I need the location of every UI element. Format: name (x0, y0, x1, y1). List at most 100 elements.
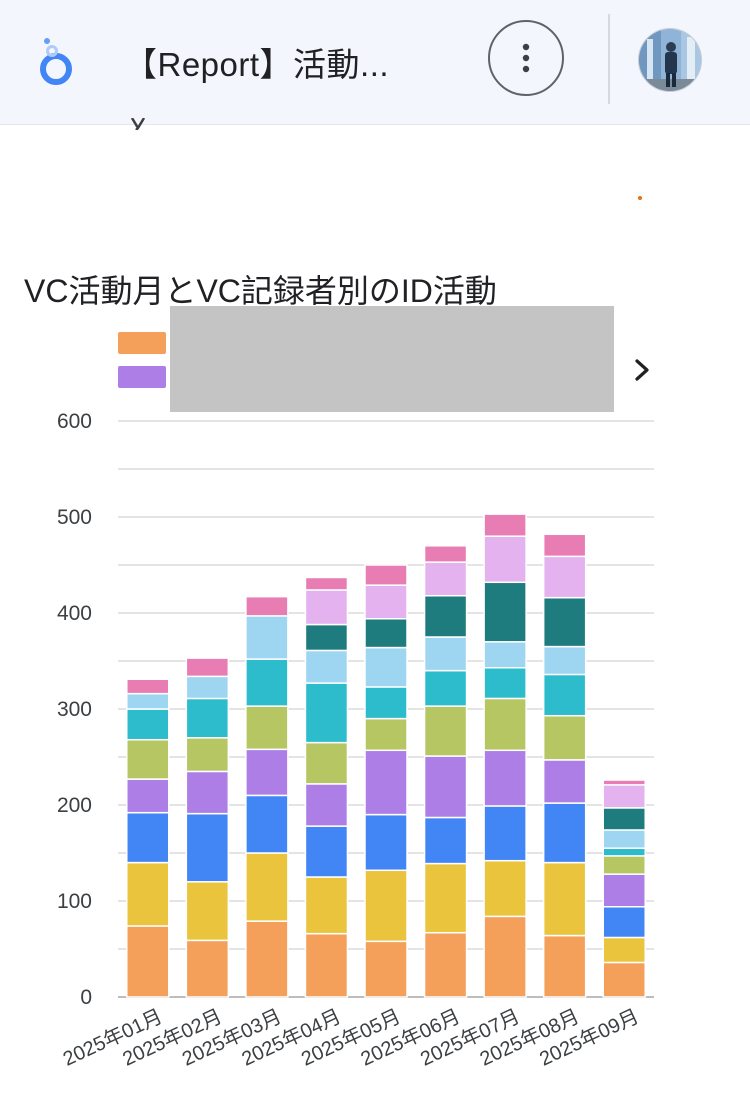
bar-segment[interactable] (483, 805, 527, 862)
bar-segment[interactable] (483, 535, 527, 584)
bar-segment[interactable] (185, 881, 230, 942)
bar-segment[interactable] (364, 717, 408, 752)
bar-segment[interactable] (542, 645, 587, 676)
bar-segment[interactable] (483, 859, 527, 918)
bar-segment[interactable] (423, 669, 468, 707)
bar-segment[interactable] (304, 876, 349, 935)
more-options-button[interactable] (488, 20, 564, 96)
bar-segment[interactable] (364, 584, 408, 620)
bar-segment[interactable] (126, 778, 170, 814)
bar-segment[interactable] (483, 513, 527, 537)
indicator-dot (638, 196, 642, 200)
bar-segment[interactable] (126, 678, 170, 695)
bar-segment[interactable] (602, 807, 646, 831)
bar-segment[interactable] (364, 869, 408, 943)
bar-segment[interactable] (304, 623, 349, 652)
bar-segment[interactable] (483, 581, 527, 643)
bar-segment[interactable] (304, 932, 349, 998)
bar-segment[interactable] (245, 658, 289, 707)
bar-segment[interactable] (423, 636, 468, 672)
bar-segment[interactable] (602, 829, 646, 849)
bar-segment[interactable] (364, 686, 408, 720)
bar-segment[interactable] (364, 813, 408, 872)
bar-segment[interactable] (364, 940, 408, 998)
bar-segment[interactable] (185, 812, 230, 883)
bar-segment[interactable] (126, 811, 170, 864)
bar-segment[interactable] (423, 862, 468, 934)
bar-segment[interactable] (364, 646, 408, 688)
bar-segment[interactable] (542, 759, 587, 804)
bar-segment[interactable] (423, 705, 468, 757)
y-tick-label: 400 (57, 602, 92, 625)
bar-segment[interactable] (602, 779, 646, 786)
bar-segment[interactable] (245, 920, 289, 998)
bar-segment[interactable] (602, 855, 646, 875)
bar-segment[interactable] (483, 666, 527, 700)
user-avatar[interactable] (638, 28, 702, 92)
bar-segment[interactable] (185, 657, 230, 678)
bar-segment[interactable] (245, 595, 289, 617)
bar-segment[interactable] (304, 682, 349, 744)
chevron-right-icon[interactable] (628, 352, 656, 388)
bar-segment[interactable] (364, 749, 408, 816)
bar-segment[interactable] (364, 618, 408, 649)
bar-segment[interactable] (602, 961, 646, 998)
bar-segment[interactable] (126, 692, 170, 710)
bar-segment[interactable] (304, 649, 349, 684)
bar-segment[interactable] (304, 825, 349, 878)
bar-segment[interactable] (483, 749, 527, 807)
bar-segment[interactable] (423, 561, 468, 597)
bar-segment[interactable] (602, 873, 646, 908)
bar-segment[interactable] (602, 936, 646, 964)
bar-segment[interactable] (185, 770, 230, 815)
bar-segment[interactable] (304, 576, 349, 591)
bar-segment[interactable] (602, 784, 646, 809)
bar-segment[interactable] (185, 939, 230, 998)
bar-segment[interactable] (185, 697, 230, 739)
app-bar-divider (608, 14, 610, 104)
scrolled-text-fragment-icon (130, 118, 146, 130)
bar-segment[interactable] (126, 708, 170, 741)
bar-segment[interactable] (542, 714, 587, 761)
bar-segment[interactable] (542, 596, 587, 648)
bar-segment[interactable] (542, 555, 587, 599)
bar-segment[interactable] (483, 641, 527, 669)
bar-segment[interactable] (185, 675, 230, 700)
bar-segment[interactable] (483, 697, 527, 752)
bar-segment[interactable] (542, 802, 587, 864)
bar-segment[interactable] (126, 738, 170, 780)
bar-segment[interactable] (423, 931, 468, 998)
bar-segment[interactable] (245, 748, 289, 797)
bar-segment[interactable] (542, 533, 587, 558)
bar-segment[interactable] (245, 852, 289, 922)
bar-segment[interactable] (245, 705, 289, 751)
y-tick-label: 100 (57, 890, 92, 913)
y-tick-label: 500 (57, 506, 92, 529)
bar-segment[interactable] (364, 564, 408, 586)
bar-segment[interactable] (423, 755, 468, 819)
bar-segment[interactable] (483, 915, 527, 998)
legend-redacted-area (170, 306, 614, 412)
bar-segment[interactable] (423, 594, 468, 638)
bar-segment[interactable] (423, 545, 468, 563)
bar-segment[interactable] (423, 816, 468, 865)
y-tick-label: 600 (57, 410, 92, 433)
bar-segment[interactable] (602, 847, 646, 857)
bar-segment[interactable] (126, 925, 170, 998)
bar-segment[interactable] (304, 589, 349, 626)
y-tick-label: 0 (80, 986, 92, 1009)
bar-segment[interactable] (542, 673, 587, 717)
bar-segment[interactable] (542, 934, 587, 998)
bar-segment[interactable] (542, 861, 587, 937)
bar-segment[interactable] (245, 794, 289, 854)
looker-studio-logo-icon[interactable] (36, 36, 76, 88)
legend-swatch[interactable] (118, 366, 166, 388)
legend-swatch[interactable] (118, 332, 166, 354)
bar-segment[interactable] (304, 783, 349, 827)
bar-segment[interactable] (185, 737, 230, 773)
app-bar: 【Report】活動... (0, 0, 750, 125)
bar-segment[interactable] (126, 861, 170, 927)
bar-segment[interactable] (245, 615, 289, 660)
bar-segment[interactable] (304, 741, 349, 785)
bar-segment[interactable] (602, 906, 646, 939)
